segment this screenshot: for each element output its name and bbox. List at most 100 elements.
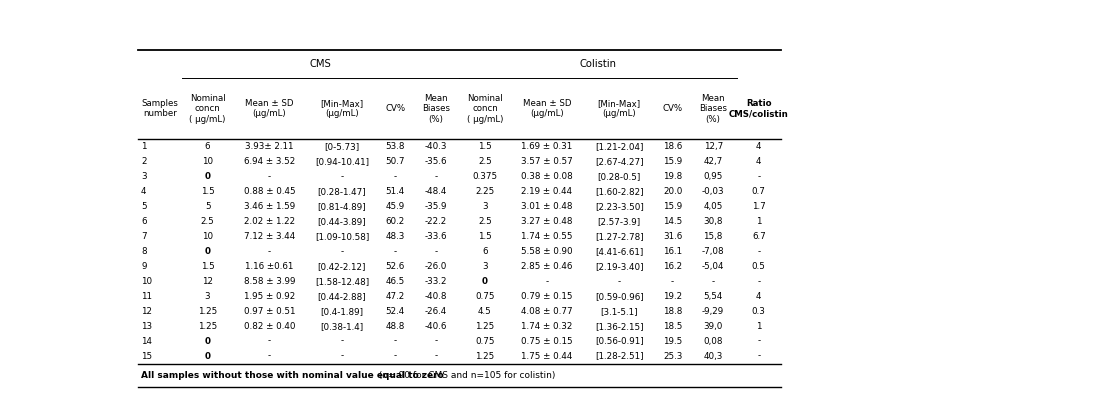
Text: 4,05: 4,05 — [704, 202, 723, 211]
Text: Mean ± SD
(μg/mL): Mean ± SD (μg/mL) — [246, 99, 294, 118]
Text: -: - — [268, 247, 271, 256]
Text: 1.95 ± 0.92: 1.95 ± 0.92 — [243, 292, 295, 301]
Text: [2.23-3.50]: [2.23-3.50] — [595, 202, 644, 211]
Text: 4: 4 — [756, 292, 762, 301]
Text: 4: 4 — [756, 157, 762, 166]
Text: 1.25: 1.25 — [476, 322, 494, 330]
Text: 19.5: 19.5 — [663, 337, 683, 345]
Text: 5: 5 — [141, 202, 146, 211]
Text: -: - — [340, 337, 344, 345]
Text: CV%: CV% — [385, 104, 405, 113]
Text: Mean
Biases
(%): Mean Biases (%) — [422, 94, 450, 124]
Text: [0.28-0.5]: [0.28-0.5] — [598, 172, 641, 181]
Text: 2.25: 2.25 — [476, 187, 494, 196]
Text: [1.60-2.82]: [1.60-2.82] — [595, 187, 644, 196]
Text: 46.5: 46.5 — [385, 277, 405, 286]
Text: 11: 11 — [141, 292, 152, 301]
Text: All samples without those with nominal value equal to zero: All samples without those with nominal v… — [141, 371, 444, 380]
Text: [0.94-10.41]: [0.94-10.41] — [315, 157, 369, 166]
Text: [1.28-2.51]: [1.28-2.51] — [595, 352, 644, 360]
Text: 4: 4 — [756, 142, 762, 151]
Text: -7,08: -7,08 — [701, 247, 724, 256]
Text: 12: 12 — [141, 307, 152, 315]
Text: Colistin: Colistin — [579, 59, 617, 69]
Text: 0.38 ± 0.08: 0.38 ± 0.08 — [521, 172, 573, 181]
Text: -: - — [394, 172, 396, 181]
Text: -22.2: -22.2 — [425, 217, 447, 226]
Text: 1.25: 1.25 — [198, 307, 217, 315]
Text: 0.88 ± 0.45: 0.88 ± 0.45 — [243, 187, 295, 196]
Text: 48.8: 48.8 — [385, 322, 405, 330]
Text: -9,29: -9,29 — [702, 307, 724, 315]
Text: 6: 6 — [482, 247, 488, 256]
Text: 5.58 ± 0.90: 5.58 ± 0.90 — [521, 247, 573, 256]
Text: 52.4: 52.4 — [385, 307, 405, 315]
Text: 1.25: 1.25 — [198, 322, 217, 330]
Text: 8.58 ± 3.99: 8.58 ± 3.99 — [243, 277, 295, 286]
Text: 0: 0 — [482, 277, 488, 286]
Text: [2.19-3.40]: [2.19-3.40] — [595, 262, 644, 271]
Text: 4: 4 — [141, 187, 146, 196]
Text: 5: 5 — [205, 202, 210, 211]
Text: 16.1: 16.1 — [663, 247, 683, 256]
Text: 30,8: 30,8 — [704, 217, 723, 226]
Text: -: - — [672, 277, 674, 286]
Text: -: - — [434, 247, 437, 256]
Text: 0.75: 0.75 — [476, 292, 494, 301]
Text: Mean
Biases
(%): Mean Biases (%) — [699, 94, 727, 124]
Text: [0.44-2.88]: [0.44-2.88] — [317, 292, 367, 301]
Text: Nominal
concn
( μg/mL): Nominal concn ( μg/mL) — [189, 94, 226, 124]
Text: -: - — [757, 247, 761, 256]
Text: 19.8: 19.8 — [663, 172, 683, 181]
Text: [0.81-4.89]: [0.81-4.89] — [317, 202, 367, 211]
Text: 2.02 ± 1.22: 2.02 ± 1.22 — [244, 217, 295, 226]
Text: 7: 7 — [141, 232, 146, 241]
Text: 0.97 ± 0.51: 0.97 ± 0.51 — [243, 307, 295, 315]
Text: 0.5: 0.5 — [752, 262, 766, 271]
Text: 15,8: 15,8 — [704, 232, 723, 241]
Text: -40.3: -40.3 — [425, 142, 447, 151]
Text: 0.7: 0.7 — [752, 187, 766, 196]
Text: 7.12 ± 3.44: 7.12 ± 3.44 — [243, 232, 295, 241]
Text: 1: 1 — [756, 217, 762, 226]
Text: 10: 10 — [201, 157, 214, 166]
Text: 12,7: 12,7 — [704, 142, 722, 151]
Text: -: - — [394, 352, 396, 360]
Text: 2.5: 2.5 — [478, 157, 492, 166]
Text: -: - — [340, 172, 344, 181]
Text: 2: 2 — [141, 157, 146, 166]
Text: -: - — [757, 172, 761, 181]
Text: 15.9: 15.9 — [663, 157, 683, 166]
Text: [1.09-10.58]: [1.09-10.58] — [315, 232, 369, 241]
Text: 15.9: 15.9 — [663, 202, 683, 211]
Text: 0: 0 — [205, 352, 210, 360]
Text: -26.4: -26.4 — [425, 307, 447, 315]
Text: 1.5: 1.5 — [200, 262, 215, 271]
Text: [1.27-2.78]: [1.27-2.78] — [595, 232, 644, 241]
Text: 14: 14 — [141, 337, 152, 345]
Text: 6.7: 6.7 — [752, 232, 765, 241]
Text: 6: 6 — [205, 142, 210, 151]
Text: 50.7: 50.7 — [385, 157, 405, 166]
Text: -40.8: -40.8 — [425, 292, 447, 301]
Text: [1.21-2.04]: [1.21-2.04] — [595, 142, 644, 151]
Text: -: - — [434, 352, 437, 360]
Text: 1.74 ± 0.55: 1.74 ± 0.55 — [521, 232, 573, 241]
Text: 3: 3 — [141, 172, 146, 181]
Text: 1.25: 1.25 — [476, 352, 494, 360]
Text: 3.01 ± 0.48: 3.01 ± 0.48 — [521, 202, 573, 211]
Text: 8: 8 — [141, 247, 146, 256]
Text: 3.93± 2.11: 3.93± 2.11 — [246, 142, 294, 151]
Text: 18.8: 18.8 — [663, 307, 683, 315]
Text: 1.5: 1.5 — [478, 142, 492, 151]
Text: 0,08: 0,08 — [704, 337, 723, 345]
Text: 6.94 ± 3.52: 6.94 ± 3.52 — [243, 157, 295, 166]
Text: 10: 10 — [201, 232, 214, 241]
Text: 0.75 ± 0.15: 0.75 ± 0.15 — [521, 337, 573, 345]
Text: 45.9: 45.9 — [385, 202, 405, 211]
Text: -: - — [268, 337, 271, 345]
Text: CMS: CMS — [309, 59, 331, 69]
Text: -33.6: -33.6 — [425, 232, 447, 241]
Text: [1.58-12.48]: [1.58-12.48] — [315, 277, 369, 286]
Text: -: - — [757, 352, 761, 360]
